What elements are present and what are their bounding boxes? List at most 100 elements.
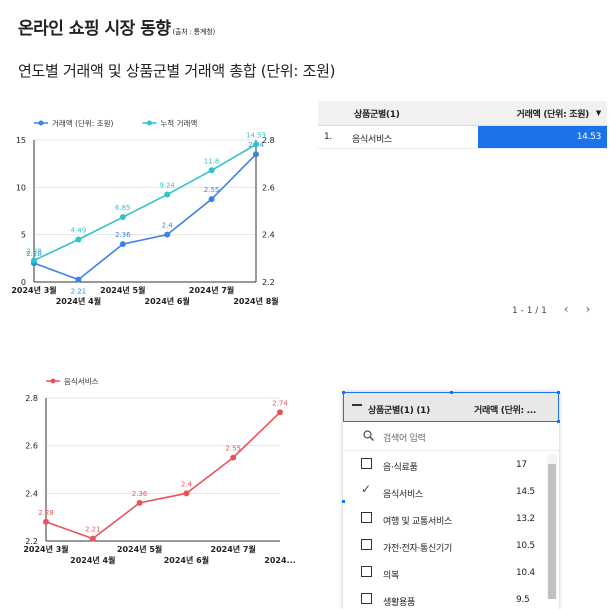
- filter-item-label: 의복: [383, 571, 399, 581]
- checkbox[interactable]: [361, 512, 372, 523]
- y-tick-label: 2.6: [25, 442, 38, 451]
- x-tick-label: 2024년 3월: [11, 285, 56, 295]
- data-label: 14.53: [246, 131, 266, 139]
- data-label: 2.28: [26, 247, 42, 255]
- series-line: [45, 411, 281, 540]
- data-label: 2.28: [38, 509, 54, 517]
- y-tick-label: 5: [21, 231, 26, 240]
- y-tick-label: 0: [21, 278, 26, 287]
- selection-handle: [557, 420, 560, 423]
- checkmark-icon[interactable]: ✓: [361, 482, 371, 496]
- x-tick-label: 2024년 4월: [70, 555, 115, 565]
- column-header-category[interactable]: 상품군별(1): [354, 110, 400, 120]
- filter-item[interactable]: 가전·전자·통신기기 10.5: [343, 532, 559, 559]
- filter-search[interactable]: 검색어 입력: [343, 422, 559, 451]
- filter-item-label: 가전·전자·통신기기: [383, 544, 452, 554]
- chevron-left-icon[interactable]: ‹: [563, 302, 569, 316]
- legend-label: 누적 거래액: [160, 118, 197, 128]
- scrollbar-thumb[interactable]: [548, 464, 556, 599]
- y-right-tick-label: 2.4: [262, 231, 275, 240]
- data-label: 2.21: [71, 288, 87, 296]
- search-icon: [363, 430, 374, 441]
- checkbox[interactable]: [361, 593, 372, 604]
- page-range: 1 - 1 / 1: [512, 306, 547, 316]
- series-line: [33, 153, 257, 281]
- filter-item-count: 9.5: [516, 595, 530, 605]
- data-label: 2.4: [162, 222, 174, 230]
- table-header: 상품군별(1) 거래액 (단위: 조원) ▼: [318, 101, 607, 126]
- data-label: 4.49: [71, 226, 87, 234]
- data-label: 2.36: [115, 231, 131, 239]
- filter-item-count: 14.5: [516, 487, 535, 497]
- filter-item[interactable]: 의복 10.4: [343, 559, 559, 586]
- row-category: 음식서비스: [352, 135, 392, 145]
- data-label: 2.28: [26, 250, 42, 258]
- x-tick-label: 2024년 5월: [117, 544, 162, 554]
- row-index: 1.: [324, 132, 332, 142]
- page-title: 온라인 쇼핑 시장 동향 (출처 : 통계청): [18, 19, 216, 39]
- legend-label: 거래액 (단위: 조원): [52, 118, 114, 128]
- x-tick-label: 2024년 8월: [233, 296, 278, 306]
- data-point: [136, 499, 143, 506]
- legend-marker-icon: [38, 120, 44, 126]
- y-tick-label: 2.8: [25, 394, 38, 403]
- data-point: [183, 490, 190, 497]
- y-right-tick-label: 2.8: [262, 136, 275, 145]
- column-header-value[interactable]: 거래액 (단위: 조원): [516, 110, 590, 120]
- filter-item-label: 음·식료품: [383, 463, 418, 473]
- table-row[interactable]: 1. 음식서비스 14.53: [318, 126, 607, 149]
- selection-handle: [342, 391, 345, 394]
- data-label: 9.24: [159, 182, 175, 190]
- data-label: 11.8: [204, 157, 220, 165]
- page-subtitle: 연도별 거래액 및 상품군별 거래액 총합 (단위: 조원): [18, 62, 336, 80]
- category-filter-control[interactable]: 상품군별(1) (1) 거래액 (단위: ... 검색어 입력 음·식료품 17 ✓…: [343, 392, 559, 609]
- data-label: 2.55: [225, 445, 241, 453]
- x-tick-label: 2024년 5월: [100, 285, 145, 295]
- data-label: 2.4: [181, 480, 193, 488]
- data-label: 2.74: [272, 399, 288, 407]
- x-tick-label: 2024년 6월: [145, 296, 190, 306]
- data-point: [164, 231, 171, 238]
- search-input[interactable]: 검색어 입력: [383, 434, 426, 444]
- y-tick-label: 2.2: [25, 537, 38, 546]
- filter-item-label: 음식서비스: [383, 490, 423, 500]
- data-point: [89, 535, 96, 542]
- checkbox[interactable]: [361, 458, 372, 469]
- filter-header[interactable]: 상품군별(1) (1) 거래액 (단위: ...: [343, 392, 559, 422]
- x-tick-label: 2024...: [264, 556, 295, 565]
- y-tick-label: 10: [16, 183, 26, 192]
- data-point: [119, 214, 126, 221]
- filter-item[interactable]: 생활용품 9.5: [343, 586, 559, 609]
- legend-marker-icon: [50, 378, 56, 384]
- x-tick-label: 2024년 7월: [211, 544, 256, 554]
- filter-item-label: 여행 및 교통서비스: [383, 517, 452, 527]
- filter-item[interactable]: 여행 및 교통서비스 13.2: [343, 505, 559, 532]
- minus-icon[interactable]: [352, 404, 362, 406]
- filter-item-label: 생활용품: [383, 598, 415, 608]
- data-label: 6.85: [115, 204, 131, 212]
- data-point: [75, 276, 82, 283]
- filter-item[interactable]: 음·식료품 17: [343, 451, 559, 478]
- data-point: [253, 141, 259, 148]
- filter-item-count: 10.4: [516, 568, 535, 578]
- filter-item[interactable]: ✓ 음식서비스 14.5: [343, 478, 559, 505]
- data-point: [230, 454, 237, 461]
- chevron-right-icon[interactable]: ›: [585, 302, 591, 316]
- filter-item-count: 13.2: [516, 514, 535, 524]
- y-tick-label: 2.4: [25, 489, 38, 498]
- caret-down-icon[interactable]: ▼: [595, 109, 601, 117]
- source-note: (출처 : 통계청): [172, 28, 216, 36]
- pagination: 1 - 1 / 1 ‹ ›: [512, 302, 590, 316]
- series-line: [33, 143, 257, 262]
- filter-item-count: 17: [516, 460, 527, 470]
- checkbox[interactable]: [361, 566, 372, 577]
- data-point: [164, 191, 171, 198]
- scrollbar[interactable]: [547, 454, 557, 599]
- legend-marker-icon: [146, 120, 152, 126]
- filter-header-value: 거래액 (단위: ...: [474, 406, 537, 416]
- data-point: [208, 196, 215, 203]
- checkbox[interactable]: [361, 539, 372, 550]
- data-point: [31, 257, 37, 264]
- data-label: 2.21: [85, 526, 101, 534]
